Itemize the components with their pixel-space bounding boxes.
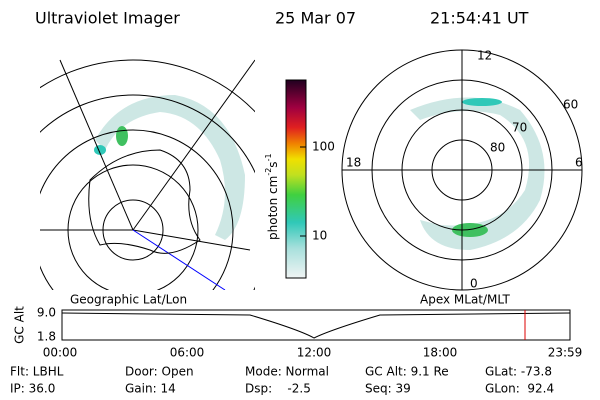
info-field: Seq: 39 xyxy=(365,382,411,396)
colorbar-unit: photon cm-2s-1 xyxy=(264,153,280,240)
x-tick-label: 00:00 xyxy=(43,346,78,360)
projection-right: Apex MLat/MLT xyxy=(420,293,510,307)
polar-label: 6 xyxy=(575,156,583,170)
geo-map xyxy=(40,59,255,290)
polar-label: 70 xyxy=(512,121,527,135)
polar-label: 18 xyxy=(346,156,361,170)
info-field: GLat: -73.8 xyxy=(485,365,552,379)
colorbar-tick: 10 xyxy=(312,229,327,243)
polar-label: 0 xyxy=(470,277,478,291)
y-tick-label: 9.0 xyxy=(37,306,56,320)
polar-label: 12 xyxy=(477,49,492,63)
projection-left: Geographic Lat/Lon xyxy=(70,293,187,307)
polar-label: 80 xyxy=(490,141,505,155)
info-field: Dsp: -2.5 xyxy=(245,382,311,396)
info-field: Door: Open xyxy=(125,365,194,379)
info-field: GLon: 92.4 xyxy=(485,382,554,396)
polar-label: 60 xyxy=(563,98,578,112)
instrument: Ultraviolet Imager xyxy=(35,9,180,28)
x-tick-label: 23:59 xyxy=(548,346,583,360)
colorbar-tick: 100 xyxy=(312,140,335,154)
altitude-plot: GC Alt 9.0 1.8 00:00 06:00 12:00 18:00 2… xyxy=(13,306,583,360)
info-field: Mode: Normal xyxy=(245,365,329,379)
x-tick-label: 12:00 xyxy=(297,346,332,360)
info-field: Flt: LBHL xyxy=(10,365,64,379)
info-panel: Flt: LBHL Door: Open Mode: Normal GC Alt: 9… xyxy=(10,365,554,396)
date: 25 Mar 07 xyxy=(275,9,356,28)
info-field: GC Alt: 9.1 Re xyxy=(365,365,449,379)
colorbar xyxy=(285,79,307,279)
time: 21:54:41 UT xyxy=(430,9,529,28)
y-tick-label: 1.8 xyxy=(37,330,56,344)
y-axis-label: GC Alt xyxy=(13,306,27,344)
x-tick-label: 18:00 xyxy=(423,346,458,360)
info-field: Gain: 14 xyxy=(125,382,176,396)
polar-map: 12 0 18 6 60 70 80 xyxy=(341,49,583,291)
x-tick-label: 06:00 xyxy=(170,346,205,360)
info-field: IP: 36.0 xyxy=(10,382,55,396)
